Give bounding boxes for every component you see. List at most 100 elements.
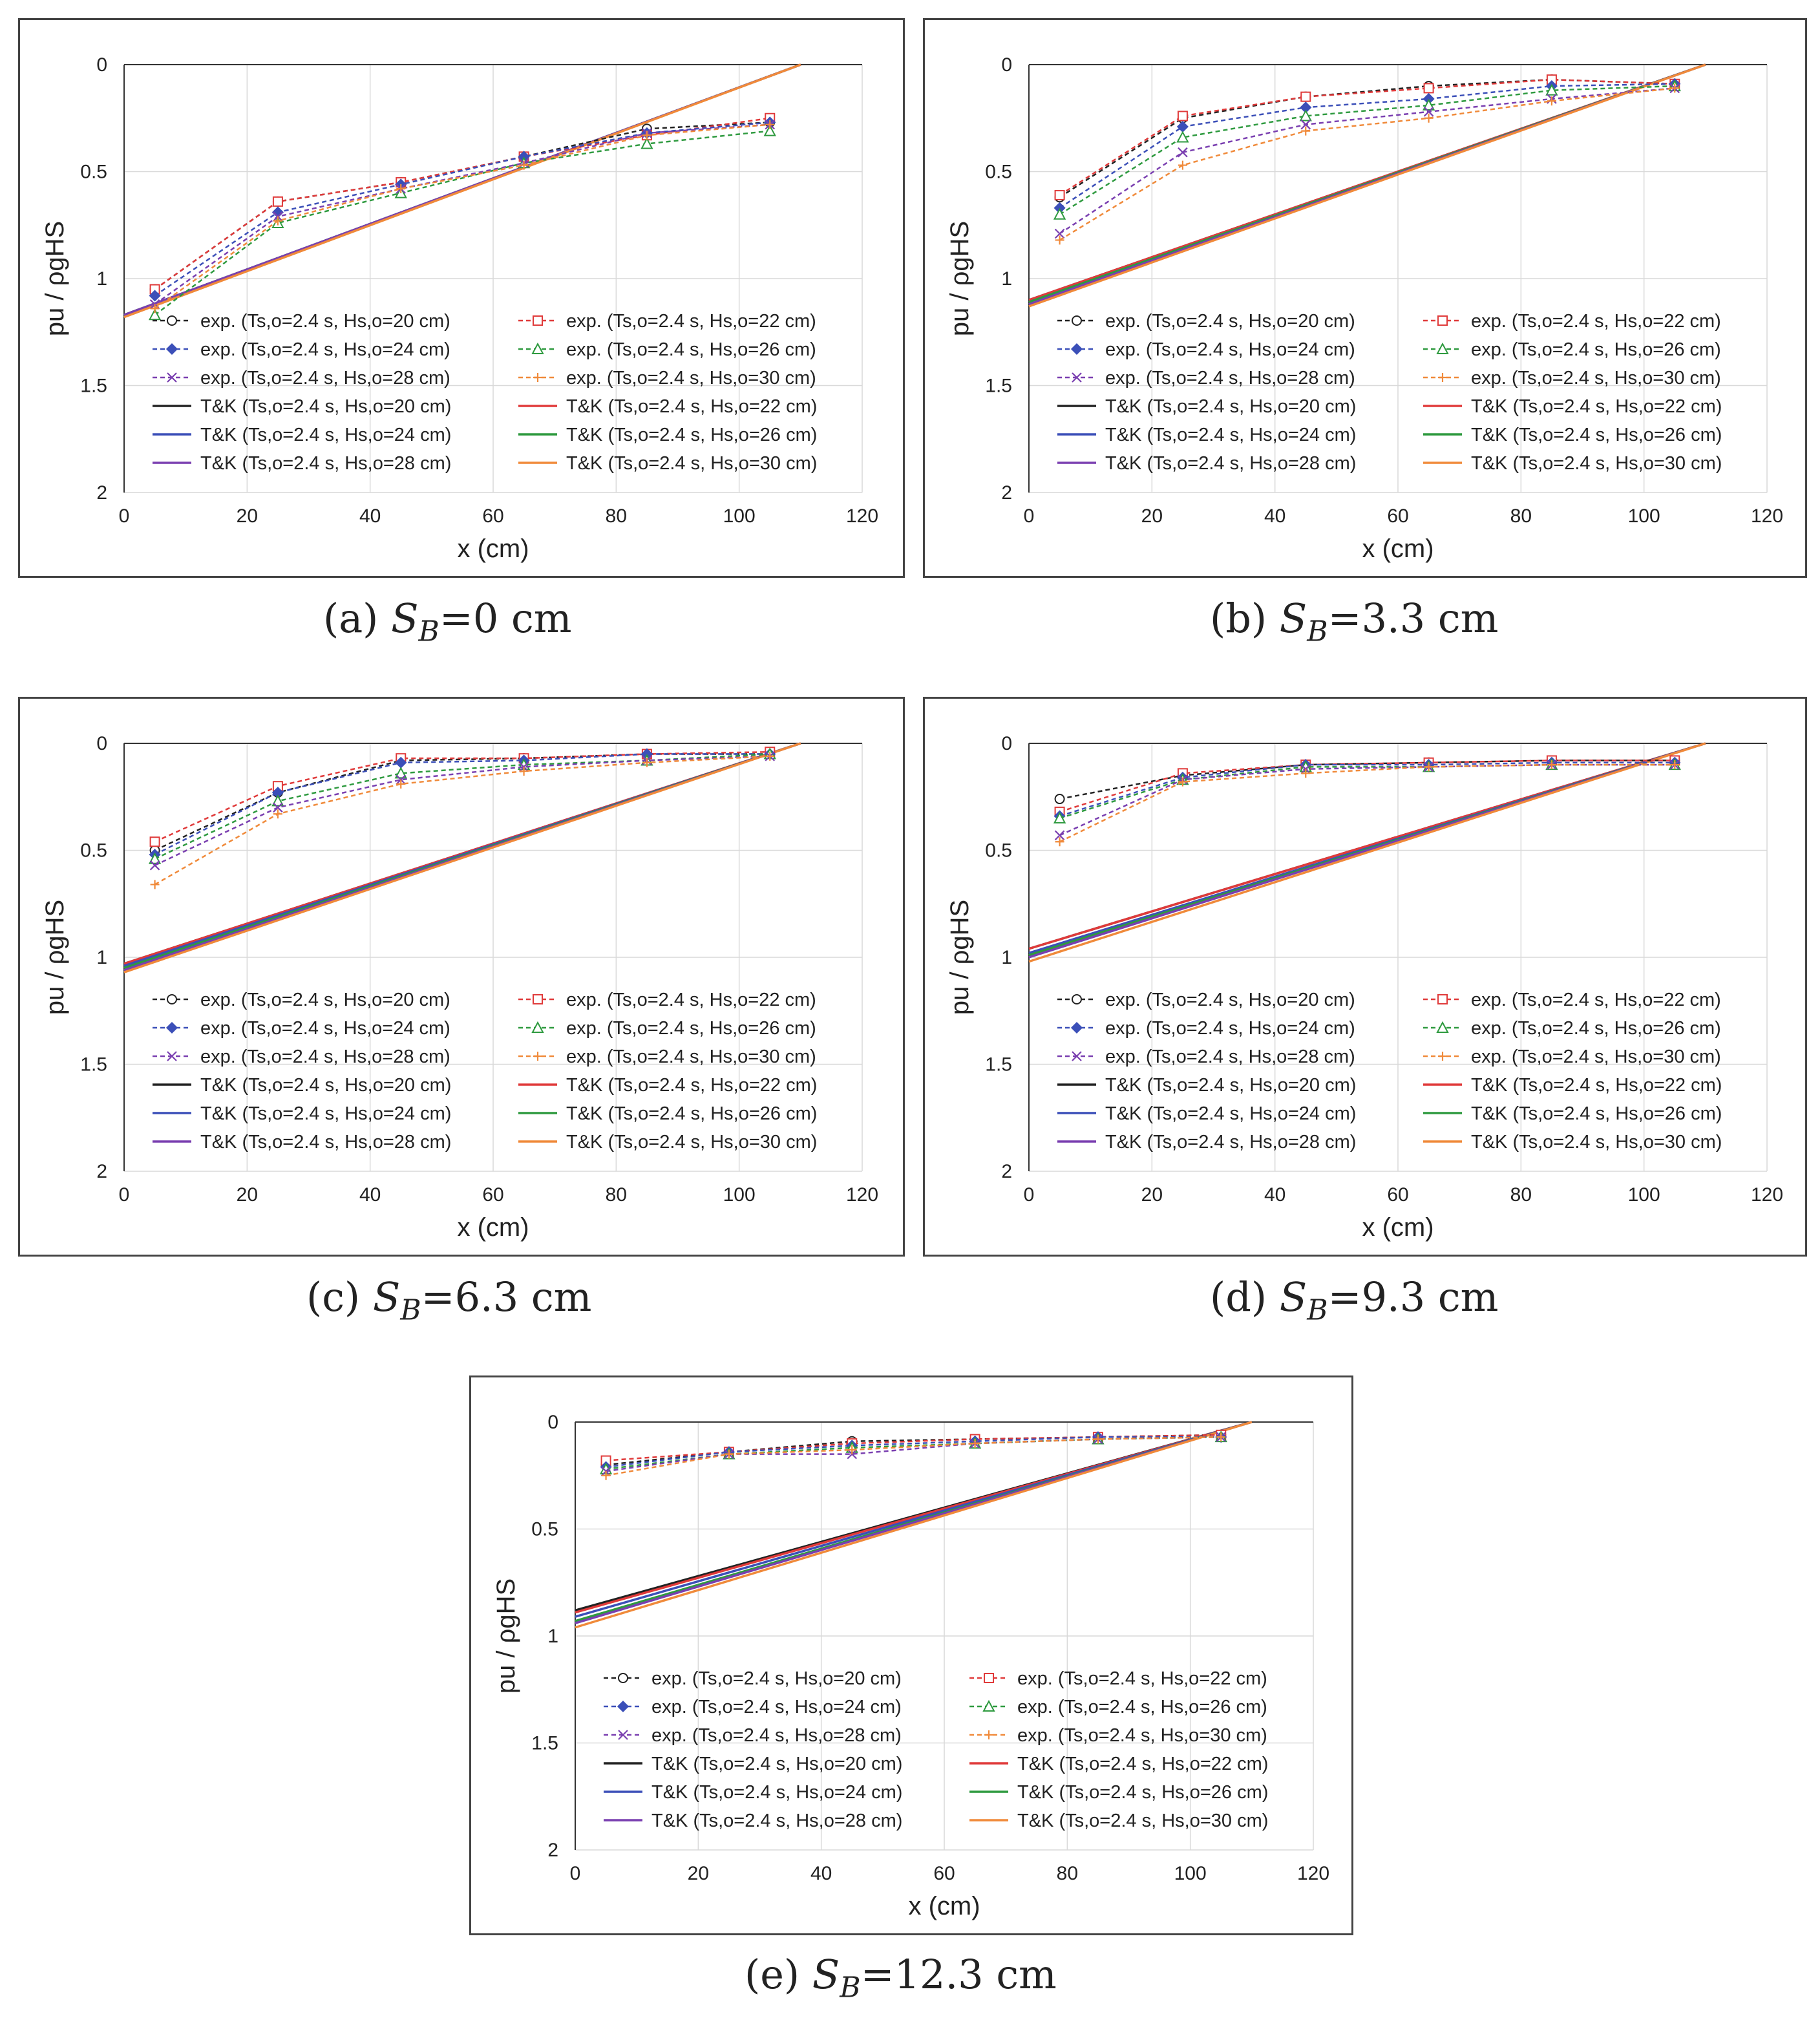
- x-axis-label: x (cm): [457, 1213, 529, 1242]
- y-tick-label: 2: [547, 1840, 558, 1861]
- legend-entry-label: T&K (Ts,o=2.4 s, Hs,o=20 cm): [651, 1754, 902, 1774]
- legend-entry-label: exp. (Ts,o=2.4 s, Hs,o=20 cm): [200, 990, 450, 1010]
- plus-marker: [847, 1445, 857, 1455]
- caption-value: =3.3 cm: [1328, 595, 1499, 642]
- x-axis-label: x (cm): [908, 1892, 980, 1920]
- legend-entry-label: T&K (Ts,o=2.4 s, Hs,o=22 cm): [1471, 396, 1722, 417]
- triangle-marker: [640, 137, 653, 149]
- square-marker: [1437, 315, 1448, 326]
- legend-entry-label: exp. (Ts,o=2.4 s, Hs,o=28 cm): [200, 368, 450, 388]
- plus-marker: [1055, 837, 1064, 847]
- legend-entry-label: T&K (Ts,o=2.4 s, Hs,o=26 cm): [566, 425, 817, 445]
- y-tick-label: 2: [1001, 482, 1012, 504]
- chart-panel-b: 0 20 40 60 80 100 120 0 0.5 1 1.5 2 x (cm) pu / ρgHS e…: [923, 18, 1807, 578]
- exp-series-line: [1059, 87, 1675, 235]
- plus-marker: [970, 1439, 980, 1449]
- triangle-marker: [1436, 342, 1449, 354]
- exp-series-line: [154, 755, 770, 866]
- legend-entry-label: exp. (Ts,o=2.4 s, Hs,o=28 cm): [1105, 1046, 1355, 1067]
- x-tick-label: 80: [1510, 1184, 1532, 1205]
- legend-entry-label: T&K (Ts,o=2.4 s, Hs,o=26 cm): [1017, 1782, 1268, 1803]
- plus-marker: [1424, 113, 1434, 123]
- triangle-marker: [982, 1699, 995, 1712]
- cross-marker: [1054, 228, 1065, 239]
- y-tick-label: 0.5: [531, 1519, 558, 1540]
- chart-svg-b: 0 20 40 60 80 100 120 0 0.5 1 1.5 2 x (cm) pu / ρgHS e…: [946, 54, 1783, 563]
- x-tick-label: 80: [606, 505, 627, 527]
- exp-series-line: [606, 1436, 1222, 1476]
- cross-marker: [273, 802, 283, 813]
- caption-prefix: (b): [1210, 595, 1267, 642]
- y-tick-label: 0.5: [80, 840, 107, 862]
- legend-entry-label: exp. (Ts,o=2.4 s, Hs,o=24 cm): [200, 1018, 450, 1039]
- y-tick-label: 0.5: [985, 162, 1012, 183]
- exp-series-line: [1059, 78, 1675, 196]
- y-axis-label: pu / ρgHS: [492, 1578, 520, 1694]
- legend-entry-label: exp. (Ts,o=2.4 s, Hs,o=26 cm): [566, 339, 816, 360]
- plus-marker: [1547, 96, 1556, 106]
- caption-value: =0 cm: [439, 595, 572, 642]
- y-tick-label: 2: [96, 1161, 107, 1182]
- diamond-marker: [1070, 343, 1083, 356]
- triangle-marker: [394, 767, 407, 779]
- legend-entry-label: T&K (Ts,o=2.4 s, Hs,o=24 cm): [1105, 425, 1356, 445]
- plus-marker: [533, 373, 542, 382]
- x-tick-label: 100: [1628, 1184, 1660, 1205]
- x-tick-label: 100: [723, 1184, 756, 1205]
- legend-entry-label: exp. (Ts,o=2.4 s, Hs,o=22 cm): [1471, 990, 1721, 1010]
- legend-entry-label: exp. (Ts,o=2.4 s, Hs,o=30 cm): [566, 368, 816, 388]
- exp-series-line: [1059, 759, 1675, 813]
- caption-prefix: (d): [1210, 1273, 1267, 1321]
- legend-entry-label: exp. (Ts,o=2.4 s, Hs,o=26 cm): [1471, 339, 1721, 360]
- y-axis-label: pu / ρgHS: [41, 900, 69, 1015]
- x-tick-label: 120: [846, 1184, 878, 1205]
- legend-entry-label: exp. (Ts,o=2.4 s, Hs,o=30 cm): [1471, 1046, 1721, 1067]
- triangle-marker: [1422, 98, 1435, 111]
- x-tick-label: 40: [359, 1184, 381, 1205]
- legend-entry-label: exp. (Ts,o=2.4 s, Hs,o=30 cm): [566, 1046, 816, 1067]
- legend-entry-label: T&K (Ts,o=2.4 s, Hs,o=28 cm): [651, 1811, 902, 1831]
- legend-entry-label: exp. (Ts,o=2.4 s, Hs,o=24 cm): [1105, 1018, 1355, 1039]
- y-tick-label: 0: [96, 54, 107, 76]
- y-tick-label: 2: [1001, 1161, 1012, 1182]
- circle-marker: [1072, 315, 1082, 326]
- caption-value: =6.3 cm: [421, 1273, 592, 1321]
- circle-marker: [167, 994, 177, 1004]
- square-marker: [1423, 83, 1434, 94]
- triangle-marker: [531, 1021, 544, 1033]
- legend-entry-label: T&K (Ts,o=2.4 s, Hs,o=22 cm): [1017, 1754, 1268, 1774]
- legend-entry-label: T&K (Ts,o=2.4 s, Hs,o=24 cm): [651, 1782, 902, 1803]
- x-axis-label: x (cm): [457, 535, 529, 563]
- legend-entry-label: exp. (Ts,o=2.4 s, Hs,o=26 cm): [1471, 1018, 1721, 1039]
- exp-series-line: [154, 123, 770, 305]
- x-tick-label: 100: [1174, 1863, 1207, 1884]
- square-marker: [533, 315, 543, 326]
- plus-marker: [150, 304, 160, 313]
- triangle-marker: [1053, 811, 1066, 823]
- x-axis-label: x (cm): [1362, 1213, 1434, 1242]
- legend-entry-label: T&K (Ts,o=2.4 s, Hs,o=30 cm): [566, 1132, 817, 1152]
- legend-entry-label: T&K (Ts,o=2.4 s, Hs,o=28 cm): [1105, 1132, 1356, 1152]
- triangle-marker: [148, 308, 162, 321]
- x-tick-label: 0: [570, 1863, 581, 1884]
- x-tick-label: 80: [1057, 1863, 1078, 1884]
- plus-marker: [1216, 1432, 1226, 1442]
- exp-series-line: [1059, 83, 1675, 209]
- plus-marker: [1055, 235, 1064, 245]
- cross-marker: [167, 372, 177, 383]
- chart-panel-d: 0 20 40 60 80 100 120 0 0.5 1 1.5 2 x (cm) pu / ρgHS e…: [923, 697, 1807, 1257]
- legend-entry-label: exp. (Ts,o=2.4 s, Hs,o=22 cm): [566, 311, 816, 332]
- y-tick-label: 2: [96, 482, 107, 504]
- y-axis-label: pu / ρgHS: [41, 221, 69, 336]
- x-tick-label: 0: [1024, 505, 1035, 527]
- legend-entry-label: T&K (Ts,o=2.4 s, Hs,o=28 cm): [200, 453, 451, 474]
- caption-c: (c) SB=6.3 cm: [306, 1273, 592, 1327]
- cross-marker: [1054, 830, 1065, 841]
- legend-entry-label: exp. (Ts,o=2.4 s, Hs,o=24 cm): [651, 1697, 902, 1717]
- legend-entry-label: exp. (Ts,o=2.4 s, Hs,o=22 cm): [1017, 1668, 1267, 1689]
- legend-entry-label: T&K (Ts,o=2.4 s, Hs,o=28 cm): [200, 1132, 451, 1152]
- plus-marker: [1670, 83, 1680, 93]
- legend-entry-label: T&K (Ts,o=2.4 s, Hs,o=26 cm): [1471, 1103, 1722, 1124]
- x-tick-label: 120: [1297, 1863, 1329, 1884]
- legend-entry-label: T&K (Ts,o=2.4 s, Hs,o=22 cm): [1471, 1075, 1722, 1096]
